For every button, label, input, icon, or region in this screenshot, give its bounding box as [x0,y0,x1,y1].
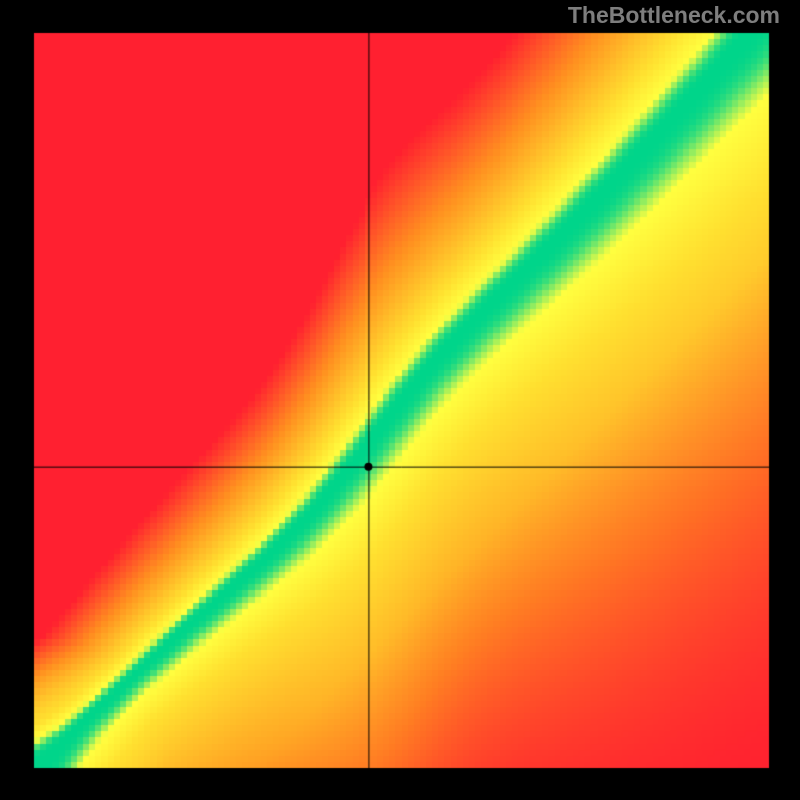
watermark-text: TheBottleneck.com [568,2,780,29]
bottleneck-heatmap [0,0,800,800]
chart-container: TheBottleneck.com [0,0,800,800]
